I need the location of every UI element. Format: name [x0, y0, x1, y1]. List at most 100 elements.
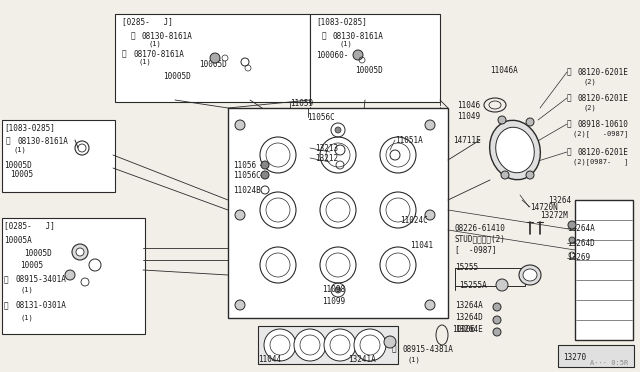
Bar: [2, 218, 145, 334]
Text: 11046: 11046: [457, 100, 480, 109]
Text: 08130-8161A: 08130-8161A: [17, 137, 68, 145]
Text: 08120-6201E: 08120-6201E: [578, 93, 629, 103]
Text: 08915-4381A: 08915-4381A: [403, 344, 454, 353]
Circle shape: [425, 210, 435, 220]
Text: 11056: 11056: [233, 160, 256, 170]
Text: 13264: 13264: [548, 196, 571, 205]
Circle shape: [324, 329, 356, 361]
Text: 13264A: 13264A: [567, 224, 595, 232]
Circle shape: [496, 279, 508, 291]
Text: [0285-   J]: [0285- J]: [4, 221, 55, 231]
Text: Ⓓ: Ⓓ: [131, 32, 136, 41]
Circle shape: [264, 329, 296, 361]
Text: (1): (1): [138, 59, 151, 65]
Text: (1): (1): [13, 147, 26, 153]
Circle shape: [425, 120, 435, 130]
Circle shape: [235, 300, 245, 310]
Text: (2)[   -0987]: (2)[ -0987]: [573, 131, 628, 137]
Text: 08915-3401A: 08915-3401A: [15, 276, 66, 285]
Text: 11098: 11098: [322, 285, 345, 295]
Circle shape: [210, 53, 220, 63]
Text: (2): (2): [584, 79, 596, 85]
Text: (1): (1): [408, 357, 420, 363]
Circle shape: [568, 221, 576, 229]
Text: [  -0987]: [ -0987]: [455, 246, 497, 254]
Text: Ⓓ: Ⓓ: [322, 32, 326, 41]
Circle shape: [493, 316, 501, 324]
Text: (1): (1): [340, 41, 353, 47]
Text: 10005D: 10005D: [355, 65, 383, 74]
Circle shape: [569, 237, 575, 243]
Text: 10005D: 10005D: [199, 60, 227, 68]
Circle shape: [501, 171, 509, 179]
Text: 13264E: 13264E: [455, 326, 483, 334]
Text: 11059: 11059: [290, 99, 313, 108]
Text: 11056C: 11056C: [233, 170, 260, 180]
Circle shape: [498, 116, 506, 124]
Text: 11049: 11049: [457, 112, 480, 121]
Text: 11024B: 11024B: [233, 186, 260, 195]
Text: A··· 0:5R: A··· 0:5R: [590, 360, 628, 366]
Ellipse shape: [490, 120, 540, 180]
Text: 10005D: 10005D: [163, 71, 191, 80]
Bar: [558, 345, 634, 367]
Text: 10005D: 10005D: [4, 160, 32, 170]
Text: 14720N: 14720N: [530, 202, 557, 212]
Circle shape: [261, 161, 269, 169]
Text: Ⓓ: Ⓓ: [567, 148, 572, 157]
Text: [1083-0285]: [1083-0285]: [4, 124, 55, 132]
Circle shape: [294, 329, 326, 361]
Text: 10005D: 10005D: [24, 250, 52, 259]
Bar: [228, 108, 448, 318]
Circle shape: [72, 244, 88, 260]
Circle shape: [65, 270, 75, 280]
Text: (2)[0987-   ]: (2)[0987- ]: [573, 158, 628, 166]
Text: 11046A: 11046A: [490, 65, 518, 74]
Text: 10005: 10005: [10, 170, 33, 179]
Text: [1083-0285]: [1083-0285]: [316, 17, 367, 26]
Circle shape: [493, 328, 501, 336]
Text: 08170-8161A: 08170-8161A: [133, 49, 184, 58]
Bar: [455, 268, 525, 286]
Text: 11024C: 11024C: [400, 215, 428, 224]
Text: 08226-61410: 08226-61410: [455, 224, 506, 232]
Text: Ⓝ: Ⓝ: [567, 119, 572, 128]
Bar: [2, 120, 115, 192]
Circle shape: [526, 118, 534, 126]
Circle shape: [335, 287, 341, 293]
Circle shape: [493, 303, 501, 311]
Circle shape: [354, 329, 386, 361]
Text: Ⓜ: Ⓜ: [392, 344, 397, 353]
Text: (1): (1): [148, 41, 161, 47]
Text: (1): (1): [20, 315, 33, 321]
Text: 13264A: 13264A: [455, 301, 483, 310]
Text: 08131-0301A: 08131-0301A: [15, 301, 66, 311]
Text: 14711E: 14711E: [453, 135, 481, 144]
Text: 11041: 11041: [410, 241, 433, 250]
Bar: [258, 326, 398, 364]
Circle shape: [425, 300, 435, 310]
Text: 13241A: 13241A: [348, 356, 376, 365]
Text: 10005: 10005: [20, 260, 43, 269]
Text: 13213: 13213: [315, 144, 338, 153]
Text: Ⓓ: Ⓓ: [6, 137, 11, 145]
Text: 15255A: 15255A: [459, 280, 487, 289]
Circle shape: [235, 120, 245, 130]
Text: 13270: 13270: [563, 353, 586, 362]
Circle shape: [76, 248, 84, 256]
Text: 13269: 13269: [567, 253, 590, 263]
Text: (2): (2): [584, 105, 596, 111]
Bar: [310, 14, 440, 102]
Text: 13272M: 13272M: [540, 211, 568, 219]
Text: (1): (1): [20, 287, 33, 293]
Circle shape: [384, 336, 396, 348]
Ellipse shape: [496, 127, 534, 173]
Circle shape: [353, 50, 363, 60]
Text: Ⓓ: Ⓓ: [122, 49, 127, 58]
Text: 13264D: 13264D: [567, 238, 595, 247]
Text: 08120-6201E: 08120-6201E: [578, 148, 629, 157]
Text: Ⓜ: Ⓜ: [4, 276, 8, 285]
Text: 13264D: 13264D: [455, 314, 483, 323]
Text: 10005A: 10005A: [4, 235, 32, 244]
Text: 13212: 13212: [315, 154, 338, 163]
